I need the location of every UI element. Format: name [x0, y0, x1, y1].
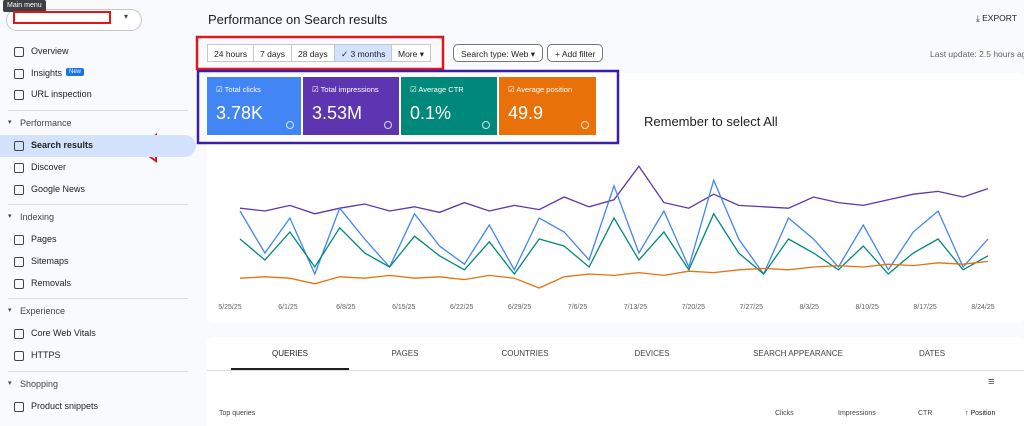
- nav-badge: New: [66, 67, 85, 76]
- nav-item[interactable]: Pages: [31, 234, 57, 245]
- range-chip[interactable]: More ▾: [391, 44, 431, 62]
- divider: [8, 204, 188, 206]
- column-header[interactable]: Impressions: [838, 410, 876, 417]
- metric-card[interactable]: ☑ Average position 49.9: [499, 77, 596, 135]
- tab[interactable]: SEARCH APPEARANCE: [753, 349, 843, 358]
- nav-item[interactable]: Discover: [31, 161, 67, 172]
- help-icon: [286, 121, 294, 129]
- tab[interactable]: PAGES: [391, 349, 419, 358]
- divider: [8, 370, 188, 372]
- nav-icon: [14, 90, 24, 101]
- property-caret: ▾: [124, 12, 129, 21]
- last-update: Last update: 2.5 hours ago: [930, 49, 1024, 59]
- column-header[interactable]: Top queries: [219, 410, 256, 417]
- tab[interactable]: DATES: [918, 349, 946, 358]
- section-caret: ▾: [8, 307, 12, 315]
- metric-name: ☑ Total clicks: [216, 85, 261, 94]
- nav-item[interactable]: Google News: [31, 183, 86, 194]
- metric-card[interactable]: ☑ Total impressions 3.53M: [303, 77, 399, 135]
- metric-value: 0.1%: [410, 103, 452, 123]
- metric-card[interactable]: ☑ Average CTR 0.1%: [401, 77, 497, 135]
- column-header[interactable]: Clicks: [775, 410, 794, 417]
- tab-underline: [231, 368, 349, 370]
- nav-icon: [14, 184, 24, 195]
- metric-name: ☑ Average CTR: [410, 85, 464, 94]
- range-chip[interactable]: ✓ 3 months: [334, 44, 393, 62]
- metric-name: ☑ Average position: [508, 85, 573, 94]
- property-selector[interactable]: [6, 9, 142, 31]
- nav-item[interactable]: Core Web Vitals: [31, 328, 96, 339]
- metric-value: 49.9: [508, 103, 544, 123]
- nav-icon: [14, 235, 24, 246]
- export-button[interactable]: ⤓ EXPORT: [976, 13, 1017, 23]
- nav-icon: [14, 68, 24, 79]
- tab[interactable]: COUNTRIES: [501, 349, 549, 358]
- section-title[interactable]: Performance: [20, 118, 72, 129]
- column-header[interactable]: ↑ Position: [965, 410, 996, 417]
- nav-item[interactable]: Product snippets: [31, 400, 99, 411]
- search-type[interactable]: Search type: Web ▾: [453, 44, 544, 62]
- section-title[interactable]: Shopping: [20, 378, 59, 389]
- metric-value: 3.53M: [312, 103, 363, 123]
- help-icon: [581, 121, 589, 129]
- metric-card[interactable]: ☑ Total clicks 3.78K: [207, 77, 301, 135]
- section-caret: ▾: [8, 213, 12, 221]
- nav-icon: [14, 141, 24, 152]
- annotation-text: Remember to select All: [644, 114, 778, 129]
- divider: [8, 298, 188, 300]
- nav-icon: [14, 47, 24, 57]
- tab-divider: [207, 370, 1024, 371]
- section-caret: ▾: [8, 119, 12, 127]
- help-icon: [482, 121, 490, 129]
- metric-value: 3.78K: [216, 103, 264, 123]
- nav-icon: [14, 351, 24, 361]
- nav-item[interactable]: Sitemaps: [31, 255, 69, 266]
- export-label: EXPORT: [982, 13, 1017, 23]
- nav-icon: [14, 162, 24, 173]
- nav-item[interactable]: Removals: [31, 277, 72, 288]
- tab[interactable]: DEVICES: [634, 349, 670, 358]
- filter-icon: ≡: [988, 376, 995, 388]
- add-filter[interactable]: + Add filter: [547, 44, 604, 62]
- tab[interactable]: QUERIES: [271, 349, 309, 358]
- nav-icon: [14, 329, 24, 340]
- divider: [8, 110, 188, 112]
- range-chip[interactable]: 7 days: [253, 44, 293, 62]
- help-icon: [384, 121, 392, 129]
- table-panel: [207, 337, 1024, 426]
- nav-item[interactable]: Insights: [31, 67, 63, 78]
- nav-icon: [14, 278, 24, 289]
- nav-icon: [14, 401, 24, 412]
- column-header[interactable]: CTR: [918, 410, 933, 417]
- section-title[interactable]: Experience: [20, 306, 66, 317]
- active-highlight: [0, 135, 196, 158]
- section-title[interactable]: Indexing: [20, 212, 55, 223]
- sidebar: [0, 0, 196, 426]
- nav-item[interactable]: Search results: [31, 140, 94, 151]
- nav-icon: [14, 256, 24, 267]
- nav-item[interactable]: HTTPS: [31, 350, 61, 360]
- tooltip: Main menu: [3, 0, 46, 12]
- metric-name: ☑ Total impressions: [312, 85, 379, 94]
- nav-item[interactable]: URL inspection: [31, 89, 92, 100]
- range-chip[interactable]: 24 hours: [207, 44, 255, 62]
- section-caret: ▾: [8, 379, 12, 387]
- page-title: Performance on Search results: [208, 12, 388, 27]
- nav-item[interactable]: Overview: [31, 46, 69, 56]
- range-chip[interactable]: 28 days: [291, 44, 335, 62]
